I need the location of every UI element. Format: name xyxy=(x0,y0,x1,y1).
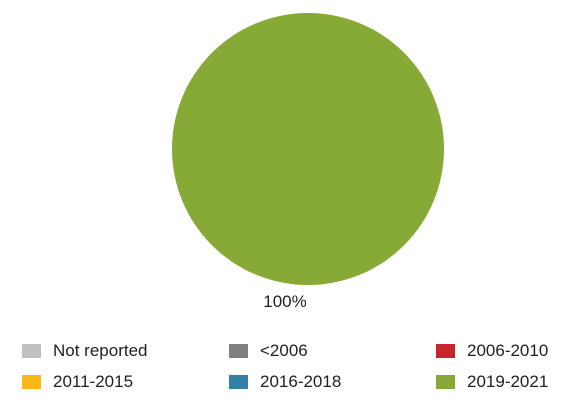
pie-data-labels: 100% xyxy=(263,292,306,311)
legend-label: 2006-2010 xyxy=(467,341,549,360)
pie-slices xyxy=(172,13,444,285)
legend-label: 2016-2018 xyxy=(260,372,342,391)
legend-swatch xyxy=(229,375,248,389)
legend-swatch xyxy=(22,375,41,389)
legend-item-2006-2010: 2006-2010 xyxy=(436,341,567,361)
legend-item-before-2006: <2006 xyxy=(229,341,436,361)
legend-swatch xyxy=(436,375,455,389)
legend: Not reported <2006 2006-2010 2011-2015 2… xyxy=(22,341,567,392)
legend-swatch xyxy=(229,344,248,358)
pie-data-label-2019-2021: 100% xyxy=(263,292,306,311)
legend-label: 2019-2021 xyxy=(467,372,549,391)
legend-item-2016-2018: 2016-2018 xyxy=(229,372,436,392)
legend-label: <2006 xyxy=(260,341,308,360)
legend-label: 2011-2015 xyxy=(53,372,134,391)
legend-label: Not reported xyxy=(53,341,148,360)
pie-slice-2019-2021 xyxy=(172,13,444,285)
legend-item-not-reported: Not reported xyxy=(22,341,229,361)
legend-item-2019-2021: 2019-2021 xyxy=(436,372,567,392)
legend-item-2011-2015: 2011-2015 xyxy=(22,372,229,392)
legend-swatch xyxy=(22,344,41,358)
legend-swatch xyxy=(436,344,455,358)
